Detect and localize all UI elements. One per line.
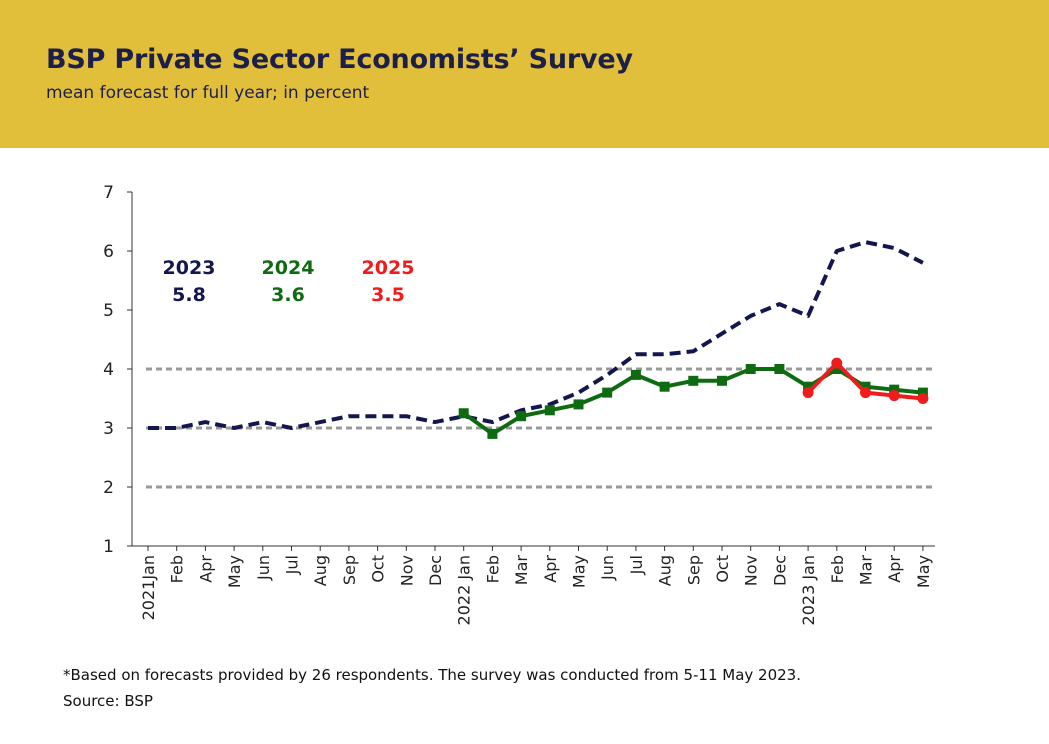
- point-2024: [831, 364, 842, 374]
- point-2024: [487, 428, 498, 439]
- x-tick-label: Aug: [311, 555, 330, 586]
- line-chart: 1 2 3 4 5 6 7 2021Jan Feb Apr May Jun Jul Aug Sep Oct No…: [103, 183, 935, 625]
- y-tick-label: 5: [103, 301, 114, 321]
- point-2024: [516, 411, 527, 422]
- point-2024: [745, 364, 756, 374]
- point-2024: [573, 399, 584, 410]
- point-2024: [630, 369, 641, 380]
- legend-year-2024: 2024: [262, 257, 315, 279]
- legend-labels: 2023 5.8 2024 3.6 2025 3.5: [163, 257, 415, 306]
- x-tick-label: 2023 Jan: [799, 555, 818, 625]
- page-subtitle: mean forecast for full year; in percent: [46, 83, 370, 103]
- x-tick-label: Sep: [340, 555, 359, 585]
- y-tick-label: 6: [103, 242, 114, 262]
- legend-value-2024: 3.6: [271, 284, 305, 306]
- point-2024: [602, 387, 613, 398]
- x-tick-label: Jun: [598, 555, 617, 581]
- y-tick-label: 1: [103, 537, 114, 557]
- x-tick-label: Jul: [283, 555, 302, 575]
- point-2025: [831, 357, 843, 369]
- series-line-2023: [148, 240, 924, 430]
- x-tick-label: Oct: [369, 555, 388, 583]
- x-tick-label: Feb: [168, 555, 187, 583]
- point-2024: [889, 384, 900, 395]
- x-tick-label: Nov: [742, 555, 761, 586]
- x-tick-label: Aug: [656, 555, 675, 586]
- point-2024: [544, 405, 555, 416]
- x-tick-label: May: [914, 555, 933, 588]
- point-2025: [860, 387, 871, 399]
- x-tick-label: Apr: [885, 555, 904, 583]
- point-2024: [774, 364, 785, 374]
- x-tick-label: Nov: [397, 555, 416, 586]
- x-tick-label: Dec: [426, 555, 445, 586]
- source-note: Source: BSP: [63, 692, 153, 710]
- x-tick-label: Sep: [684, 555, 703, 585]
- x-tick-label: 2021Jan: [139, 555, 158, 620]
- point-2024: [803, 381, 814, 392]
- x-tick-label: Apr: [196, 555, 215, 583]
- x-tick-label: Feb: [483, 555, 502, 583]
- y-tick-label: 2: [103, 478, 114, 498]
- legend-year-2025: 2025: [362, 257, 415, 279]
- footnote: *Based on forecasts provided by 26 respo…: [63, 666, 801, 684]
- x-tick-label: Oct: [713, 555, 732, 583]
- x-tick-label: Dec: [770, 555, 789, 586]
- point-2024: [688, 375, 699, 386]
- x-tick-label: Feb: [828, 555, 847, 583]
- point-2024: [860, 381, 871, 392]
- legend-value-2025: 3.5: [371, 284, 405, 306]
- y-tick-label: 3: [103, 419, 114, 439]
- point-2024: [717, 375, 727, 386]
- legend-value-2023: 5.8: [172, 284, 206, 306]
- x-tick-label: Jun: [254, 555, 273, 581]
- x-tick-label: Jul: [627, 555, 646, 575]
- point-2024: [458, 408, 469, 419]
- point-2025: [802, 387, 814, 399]
- grid-layer: [146, 367, 935, 489]
- x-tick-label: Mar: [857, 555, 876, 586]
- point-2024: [659, 381, 670, 392]
- y-tick-label: 7: [103, 183, 114, 203]
- point-2025: [917, 393, 929, 404]
- point-2025: [888, 390, 900, 402]
- page-title: BSP Private Sector Economists’ Survey: [46, 44, 633, 75]
- header-banner: BSP Private Sector Economists’ Survey me…: [0, 0, 1049, 148]
- axis-layer: 1 2 3 4 5 6 7 2021Jan Feb Apr May Jun Jul Aug Sep Oct No…: [103, 183, 935, 625]
- x-tick-label: May: [570, 555, 589, 588]
- y-tick-label: 4: [103, 360, 114, 380]
- point-2024: [917, 387, 928, 398]
- series-layer: [148, 240, 929, 439]
- x-tick-label: 2022 Jan: [455, 555, 474, 625]
- legend-year-2023: 2023: [163, 257, 216, 279]
- x-tick-label: Apr: [541, 555, 560, 583]
- x-tick-label: Mar: [512, 555, 531, 586]
- x-tick-label: May: [225, 555, 244, 588]
